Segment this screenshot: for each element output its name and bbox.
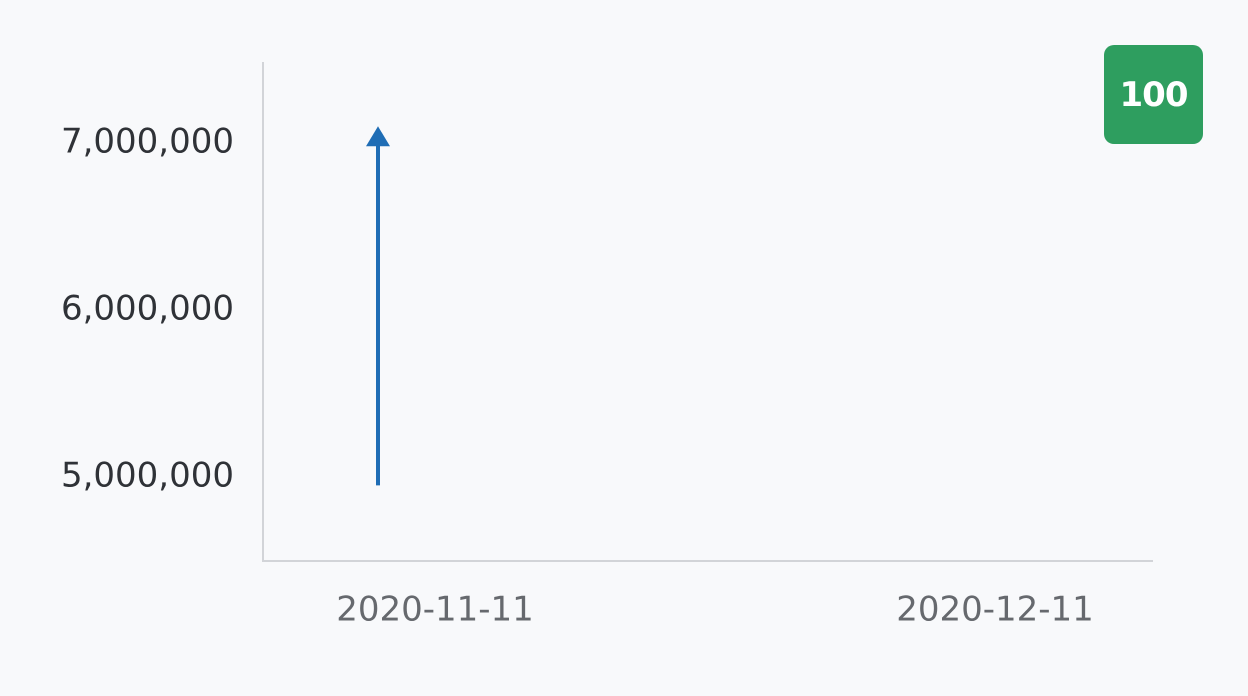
x-tick-label: 2020-12-11 [896, 590, 1094, 630]
y-tick-label: 7,000,000 [61, 122, 234, 162]
value-badge: 100 [1104, 45, 1203, 144]
y-tick-label: 6,000,000 [61, 289, 234, 329]
arrow-up-icon [366, 126, 390, 147]
x-tick-label: 2020-11-11 [336, 590, 534, 630]
y-tick-label: 5,000,000 [61, 456, 234, 496]
